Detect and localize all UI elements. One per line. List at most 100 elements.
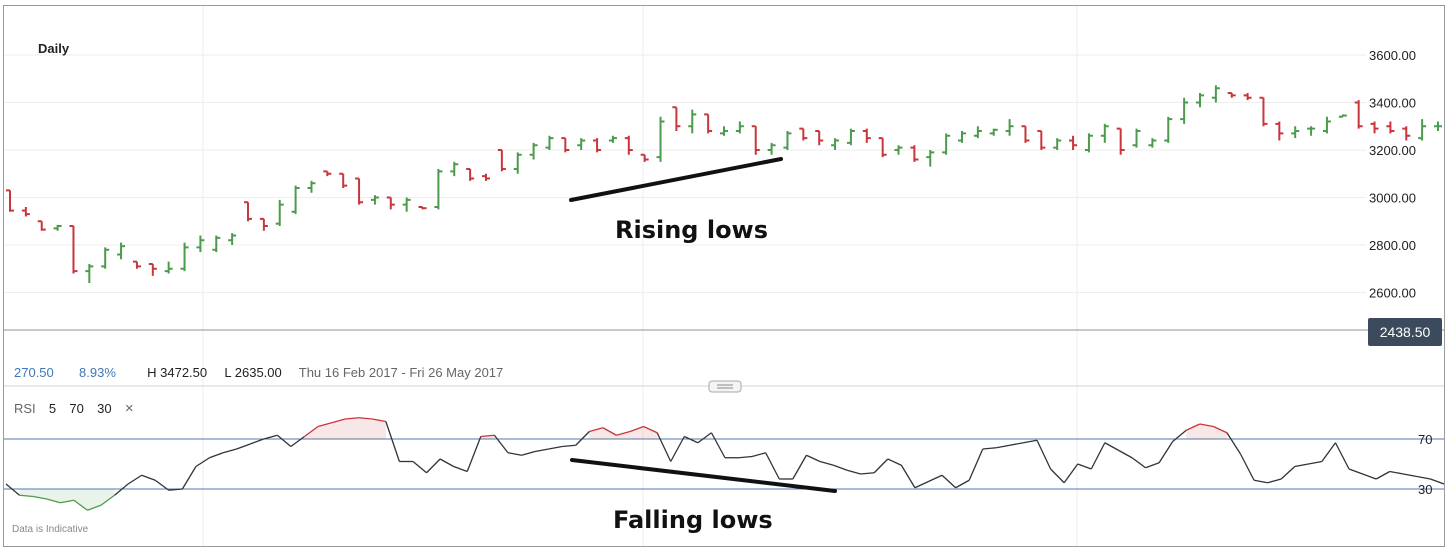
rsi-line-segment bbox=[1036, 439, 1052, 470]
rsi-line-segment bbox=[806, 454, 821, 463]
rsi-overbought: 70 bbox=[69, 401, 84, 416]
price-tick-label: 3600.00 bbox=[1369, 48, 1416, 63]
rsi-line-segment bbox=[1063, 463, 1079, 484]
rsi-line-segment bbox=[5, 483, 20, 496]
rsi-line-segment bbox=[1239, 453, 1255, 481]
rsi-line-segment bbox=[521, 450, 536, 456]
rsi-line-segment bbox=[46, 498, 61, 504]
rsi-line-segment bbox=[493, 434, 509, 454]
rsi-line-segment bbox=[480, 434, 495, 438]
rsi-line-segment bbox=[792, 454, 807, 480]
rsi-line-segment bbox=[276, 434, 292, 448]
high-label: H 3472.50 bbox=[147, 365, 208, 380]
rsi-line-segment bbox=[19, 494, 34, 498]
rsi-line-segment bbox=[1158, 441, 1174, 464]
rsi-period: 5 bbox=[48, 401, 57, 416]
rsi-line-segment bbox=[100, 494, 115, 506]
chart-canvas: 2600.00 2800.00 3000.00 3200.00 3400.00 3600.… bbox=[4, 6, 1444, 546]
rsi-line-segment bbox=[1023, 439, 1038, 444]
rsi-line-segment bbox=[1375, 470, 1391, 480]
rsi-label[interactable]: RSI 5 70 30 × bbox=[14, 400, 134, 417]
rsi-line-segment bbox=[249, 438, 264, 445]
rsi-line-segment bbox=[87, 504, 102, 511]
rsi-line-segment bbox=[562, 444, 576, 448]
pane-resize-handle[interactable] bbox=[708, 380, 742, 393]
rsi-line-segment bbox=[372, 418, 386, 423]
current-price-badge: 2438.50 bbox=[1368, 318, 1442, 346]
rsi-line-segment bbox=[1253, 479, 1268, 484]
rsi-line-segment bbox=[507, 452, 522, 456]
date-range: Thu 16 Feb 2017 - Fri 26 May 2017 bbox=[298, 365, 504, 380]
rsi-line-segment bbox=[1403, 473, 1417, 478]
rsi-line-segment bbox=[33, 495, 47, 500]
rsi-line-segment bbox=[1090, 442, 1106, 470]
change-value: 270.50 bbox=[14, 365, 54, 380]
rsi-line-segment bbox=[738, 455, 753, 459]
rsi-name: RSI bbox=[14, 401, 36, 416]
rsi-line-segment bbox=[710, 432, 726, 459]
rsi-line-segment bbox=[941, 474, 957, 489]
rsi-line-segment bbox=[412, 460, 427, 474]
rsi-line-segment bbox=[1294, 463, 1309, 468]
rsi-line-segment bbox=[1321, 442, 1336, 462]
rsi-line-segment bbox=[643, 425, 658, 434]
rsi-line-segment bbox=[697, 432, 712, 444]
close-icon[interactable]: × bbox=[124, 400, 134, 417]
rsi-line-segment bbox=[1348, 468, 1363, 475]
rsi-line-segment bbox=[602, 427, 617, 436]
rsi-line-segment bbox=[453, 465, 468, 473]
rsi-line-segment bbox=[236, 443, 251, 450]
rsi-line-segment bbox=[263, 434, 278, 440]
rsi-line-segment bbox=[154, 479, 170, 491]
falling-lows-annotation: Falling lows bbox=[613, 506, 773, 534]
low-label: L 2635.00 bbox=[224, 365, 282, 380]
rsi-line-segment bbox=[1280, 466, 1296, 480]
rsi-line-segment bbox=[1050, 468, 1065, 484]
rsi-line-segment bbox=[914, 480, 929, 489]
rising-lows-trendline bbox=[569, 157, 783, 202]
rsi-line-segment bbox=[141, 474, 156, 481]
rsi-oversold: 30 bbox=[97, 401, 112, 416]
rsi-zone-fill bbox=[1186, 424, 1227, 439]
rsi-line-segment bbox=[955, 479, 970, 489]
rsi-line-segment bbox=[385, 421, 401, 462]
rsi-line-segment bbox=[60, 499, 74, 504]
rsi-line-segment bbox=[1416, 475, 1431, 480]
data-indicative-note: Data is Indicative bbox=[12, 524, 89, 535]
rsi-line-segment bbox=[819, 460, 834, 466]
rsi-line-segment bbox=[114, 483, 129, 496]
rsi-line-segment bbox=[1104, 442, 1119, 451]
rsi-line-segment bbox=[846, 469, 861, 475]
rsi-line-segment bbox=[751, 452, 766, 458]
rsi-line-segment bbox=[1213, 425, 1228, 434]
rsi-zone-fill bbox=[304, 417, 386, 439]
rsi-line-segment bbox=[684, 435, 699, 444]
chart-frame: 2600.00 2800.00 3000.00 3200.00 3400.00 3600.… bbox=[3, 5, 1445, 547]
price-tick-label: 2800.00 bbox=[1369, 238, 1416, 253]
rsi-line-segment bbox=[168, 488, 183, 491]
price-tick-label: 3000.00 bbox=[1369, 191, 1416, 206]
rsi-line-segment bbox=[996, 444, 1011, 449]
rsi-line-segment bbox=[1145, 462, 1160, 469]
rsi-line-segment bbox=[833, 464, 848, 471]
rsi-line-segment bbox=[304, 425, 319, 438]
rsi-line-segment bbox=[860, 472, 875, 475]
rsi-line-segment bbox=[127, 474, 143, 485]
falling-lows-trendline bbox=[570, 458, 837, 493]
rsi-line-segment bbox=[222, 448, 237, 454]
rsi-line-segment bbox=[629, 425, 644, 433]
rsi-line-segment bbox=[195, 457, 210, 468]
rsi-line-segment bbox=[317, 422, 332, 428]
rsi-line-segment bbox=[345, 417, 359, 420]
rising-lows-annotation: Rising lows bbox=[615, 216, 768, 244]
rsi-line-segment bbox=[670, 436, 685, 462]
rsi-line-segment bbox=[616, 430, 631, 436]
rsi-line-segment bbox=[1389, 470, 1404, 475]
rsi-tick-label: 30 bbox=[1418, 482, 1432, 497]
rsi-zone-fill bbox=[19, 489, 115, 511]
rsi-line-segment bbox=[928, 474, 943, 483]
rsi-line-segment bbox=[982, 447, 997, 450]
rsi-line-segment bbox=[968, 448, 984, 481]
rsi-line-segment bbox=[290, 435, 305, 448]
rsi-line-segment bbox=[1118, 449, 1133, 459]
